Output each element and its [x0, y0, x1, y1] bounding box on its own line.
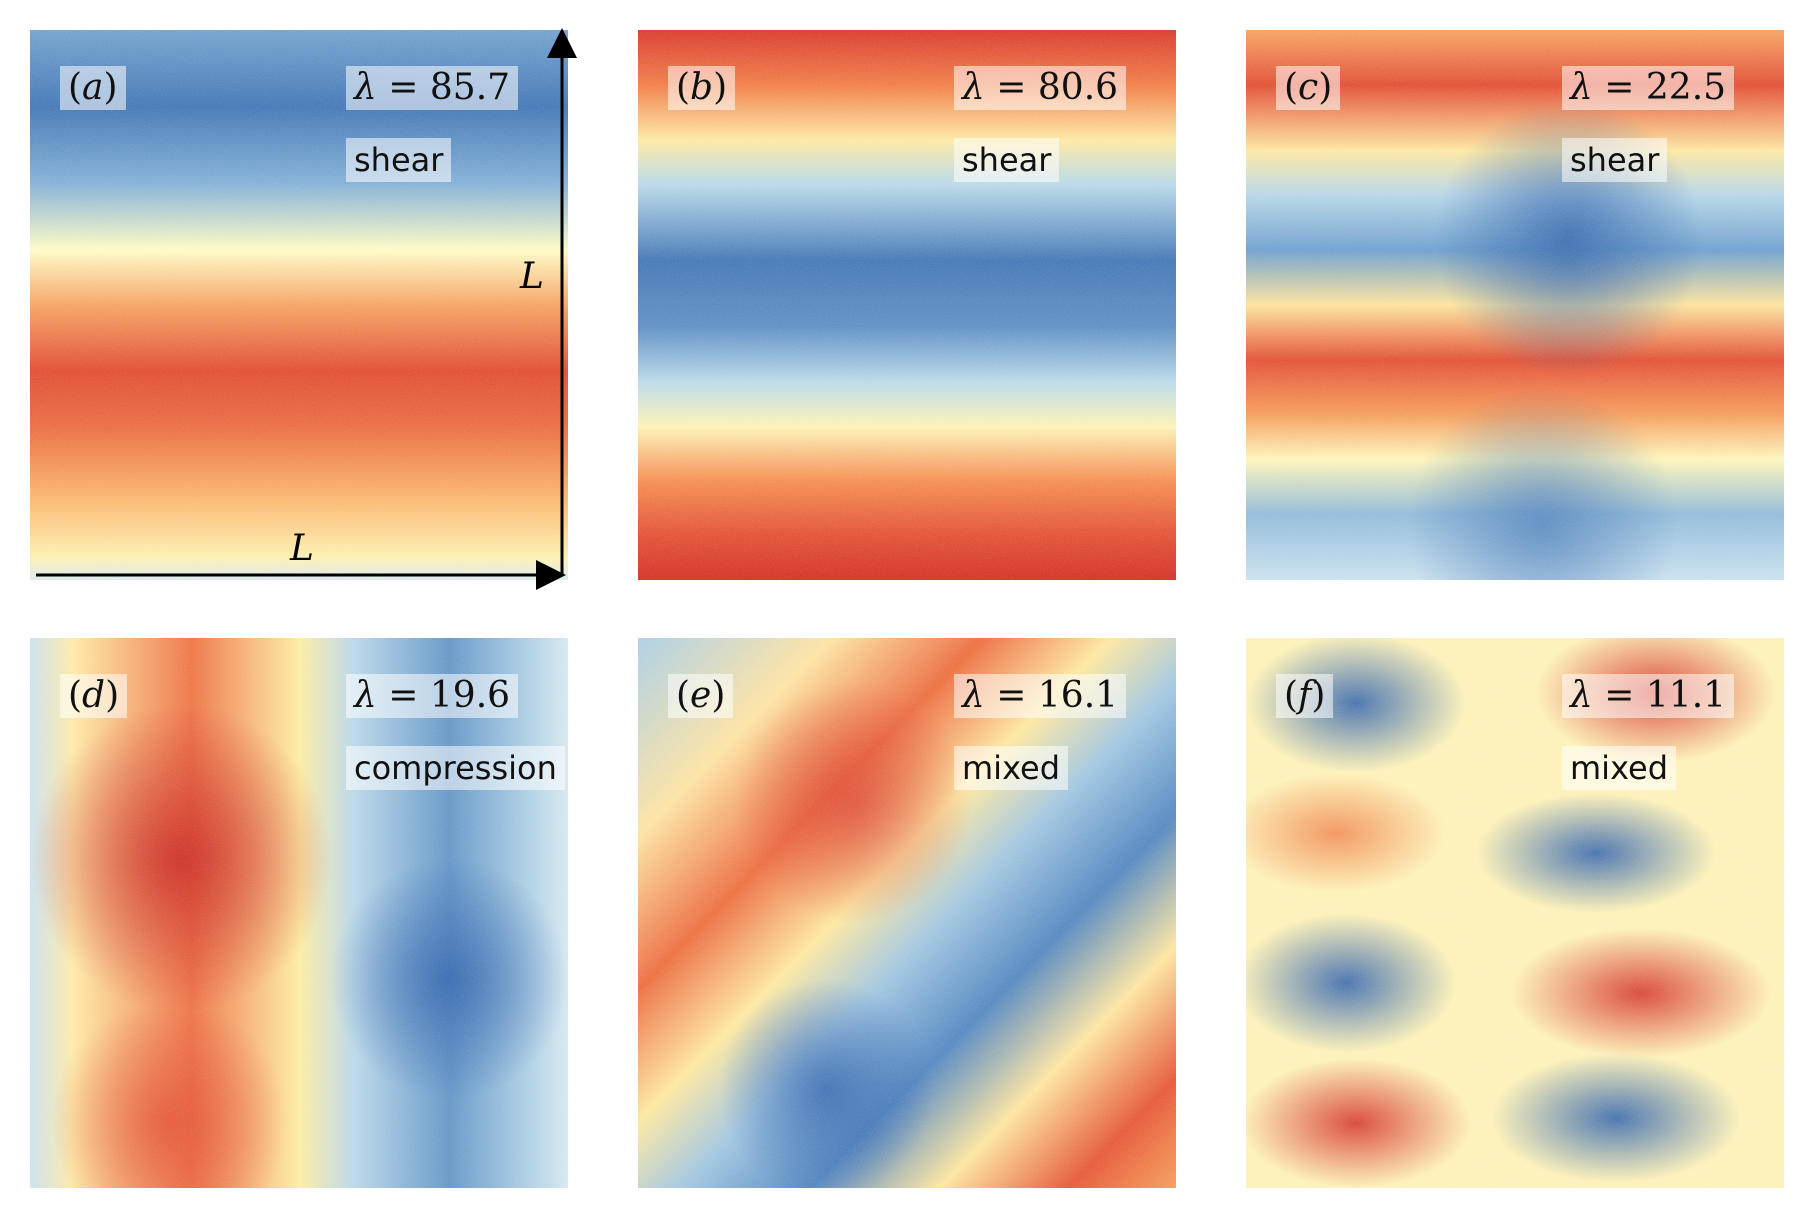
panel-b-field [638, 30, 1176, 580]
panel-c: (c) λ = 22.5 shear [1246, 30, 1784, 580]
panel-c-mode: shear [1562, 138, 1668, 182]
panel-d-field [30, 638, 568, 1188]
panel-a-lambda: λ = 85.7 [346, 66, 519, 110]
panel-c-lambda: λ = 22.5 [1562, 66, 1735, 110]
panel-e: (e) λ = 16.1 mixed [638, 638, 1176, 1188]
panel-b-letter: (b) [668, 66, 736, 110]
panel-e-letter: (e) [668, 674, 734, 718]
panel-e-lambda: λ = 16.1 [954, 674, 1127, 718]
y-axis-label: L [520, 256, 544, 297]
panel-f-field [1246, 638, 1784, 1188]
panel-e-field [638, 638, 1176, 1188]
panel-a-field [30, 30, 568, 580]
panel-f-letter: (f) [1276, 674, 1334, 718]
panel-f: (f) λ = 11.1 mixed [1246, 638, 1784, 1188]
panel-f-mode: mixed [1562, 746, 1677, 790]
panel-d-mode: compression [346, 746, 565, 790]
panel-e-mode: mixed [954, 746, 1069, 790]
x-axis-label: L [290, 528, 314, 569]
panel-f-lambda: λ = 11.1 [1562, 674, 1735, 718]
panel-b-mode: shear [954, 138, 1060, 182]
panel-a-mode: shear [346, 138, 452, 182]
panel-a-letter: (a) [60, 66, 126, 110]
panel-b: (b) λ = 80.6 shear [638, 30, 1176, 580]
panel-d-lambda: λ = 19.6 [346, 674, 519, 718]
panel-d-letter: (d) [60, 674, 128, 718]
panel-a: (a) λ = 85.7 shear [30, 30, 568, 580]
panel-c-field [1246, 30, 1784, 580]
panel-c-letter: (c) [1276, 66, 1341, 110]
panel-d: (d) λ = 19.6 compression [30, 638, 568, 1188]
panel-b-lambda: λ = 80.6 [954, 66, 1127, 110]
